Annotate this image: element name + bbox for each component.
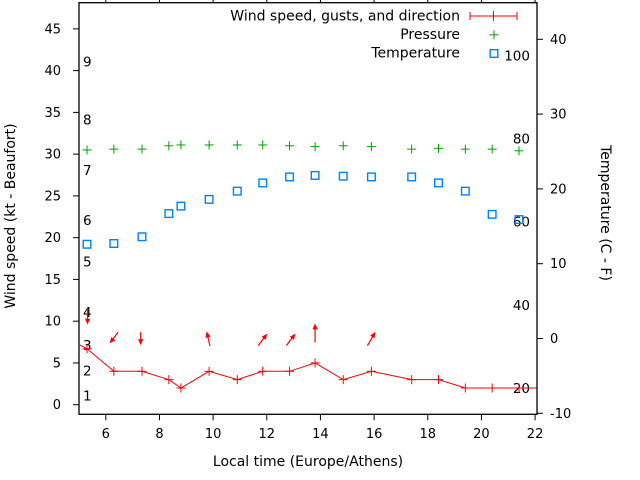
svg-text:5: 5 bbox=[83, 255, 92, 271]
svg-text:60: 60 bbox=[513, 215, 530, 231]
svg-text:7: 7 bbox=[83, 163, 92, 179]
svg-text:22: 22 bbox=[527, 427, 544, 442]
svg-text:45: 45 bbox=[44, 22, 61, 37]
temperature-series bbox=[82, 170, 524, 249]
svg-text:20: 20 bbox=[550, 182, 567, 197]
plot-border bbox=[78, 2, 538, 415]
svg-text:30: 30 bbox=[550, 108, 567, 123]
svg-text:100: 100 bbox=[504, 48, 530, 64]
svg-text:9: 9 bbox=[83, 54, 92, 70]
wind-speed-series bbox=[78, 344, 537, 393]
svg-text:30: 30 bbox=[44, 148, 61, 163]
svg-text:18: 18 bbox=[419, 427, 436, 442]
svg-text:10: 10 bbox=[550, 257, 567, 272]
svg-text:6: 6 bbox=[102, 427, 110, 442]
x-axis-label: Local time (Europe/Athens) bbox=[213, 454, 403, 470]
svg-text:10: 10 bbox=[44, 315, 61, 330]
wind-direction-arrows bbox=[84, 307, 376, 347]
svg-text:40: 40 bbox=[44, 64, 61, 79]
y-axis-label: Wind speed (kt - Beaufort) bbox=[3, 123, 19, 308]
svg-text:40: 40 bbox=[550, 33, 567, 48]
legend-label-wind: Wind speed, gusts, and direction bbox=[230, 9, 460, 25]
svg-text:25: 25 bbox=[44, 189, 61, 204]
pressure-series bbox=[82, 140, 524, 156]
svg-text:8: 8 bbox=[83, 113, 92, 129]
svg-text:8: 8 bbox=[155, 427, 163, 442]
svg-text:10: 10 bbox=[205, 427, 222, 442]
svg-text:1: 1 bbox=[83, 388, 92, 404]
svg-text:0: 0 bbox=[53, 398, 61, 413]
y2-axis-label: Temperature (C - F) bbox=[597, 144, 613, 281]
plot-layer: 6 8 10 12 14 16 18 20 22051015202530354045-10010… bbox=[44, 0, 571, 442]
axis-ticks: 6 8 10 12 14 16 18 20 22051015202530354045-10010… bbox=[44, 0, 571, 442]
svg-text:20: 20 bbox=[473, 427, 490, 442]
svg-text:80: 80 bbox=[513, 132, 530, 148]
svg-text:5: 5 bbox=[53, 356, 61, 371]
svg-text:35: 35 bbox=[44, 106, 61, 121]
legend-markers bbox=[469, 11, 518, 59]
svg-text:14: 14 bbox=[312, 427, 329, 442]
secondary-scale-labels: 12345678920406080100 bbox=[83, 48, 530, 404]
svg-text:6: 6 bbox=[83, 213, 92, 229]
svg-text:-10: -10 bbox=[550, 407, 571, 422]
legend-label-pressure: Pressure bbox=[400, 27, 460, 43]
svg-text:15: 15 bbox=[44, 273, 61, 288]
svg-text:2: 2 bbox=[83, 363, 92, 379]
svg-text:40: 40 bbox=[513, 298, 530, 314]
legend-label-temperature: Temperature bbox=[370, 46, 460, 62]
svg-text:20: 20 bbox=[44, 231, 61, 246]
svg-text:12: 12 bbox=[259, 427, 276, 442]
svg-text:16: 16 bbox=[366, 427, 383, 442]
svg-text:0: 0 bbox=[550, 332, 558, 347]
svg-text:20: 20 bbox=[513, 381, 530, 397]
